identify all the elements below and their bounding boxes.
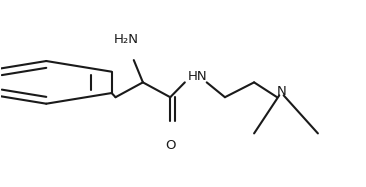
Text: N: N [277, 85, 286, 98]
Text: O: O [165, 139, 175, 152]
Text: HN: HN [188, 70, 208, 83]
Text: H₂N: H₂N [114, 33, 139, 46]
